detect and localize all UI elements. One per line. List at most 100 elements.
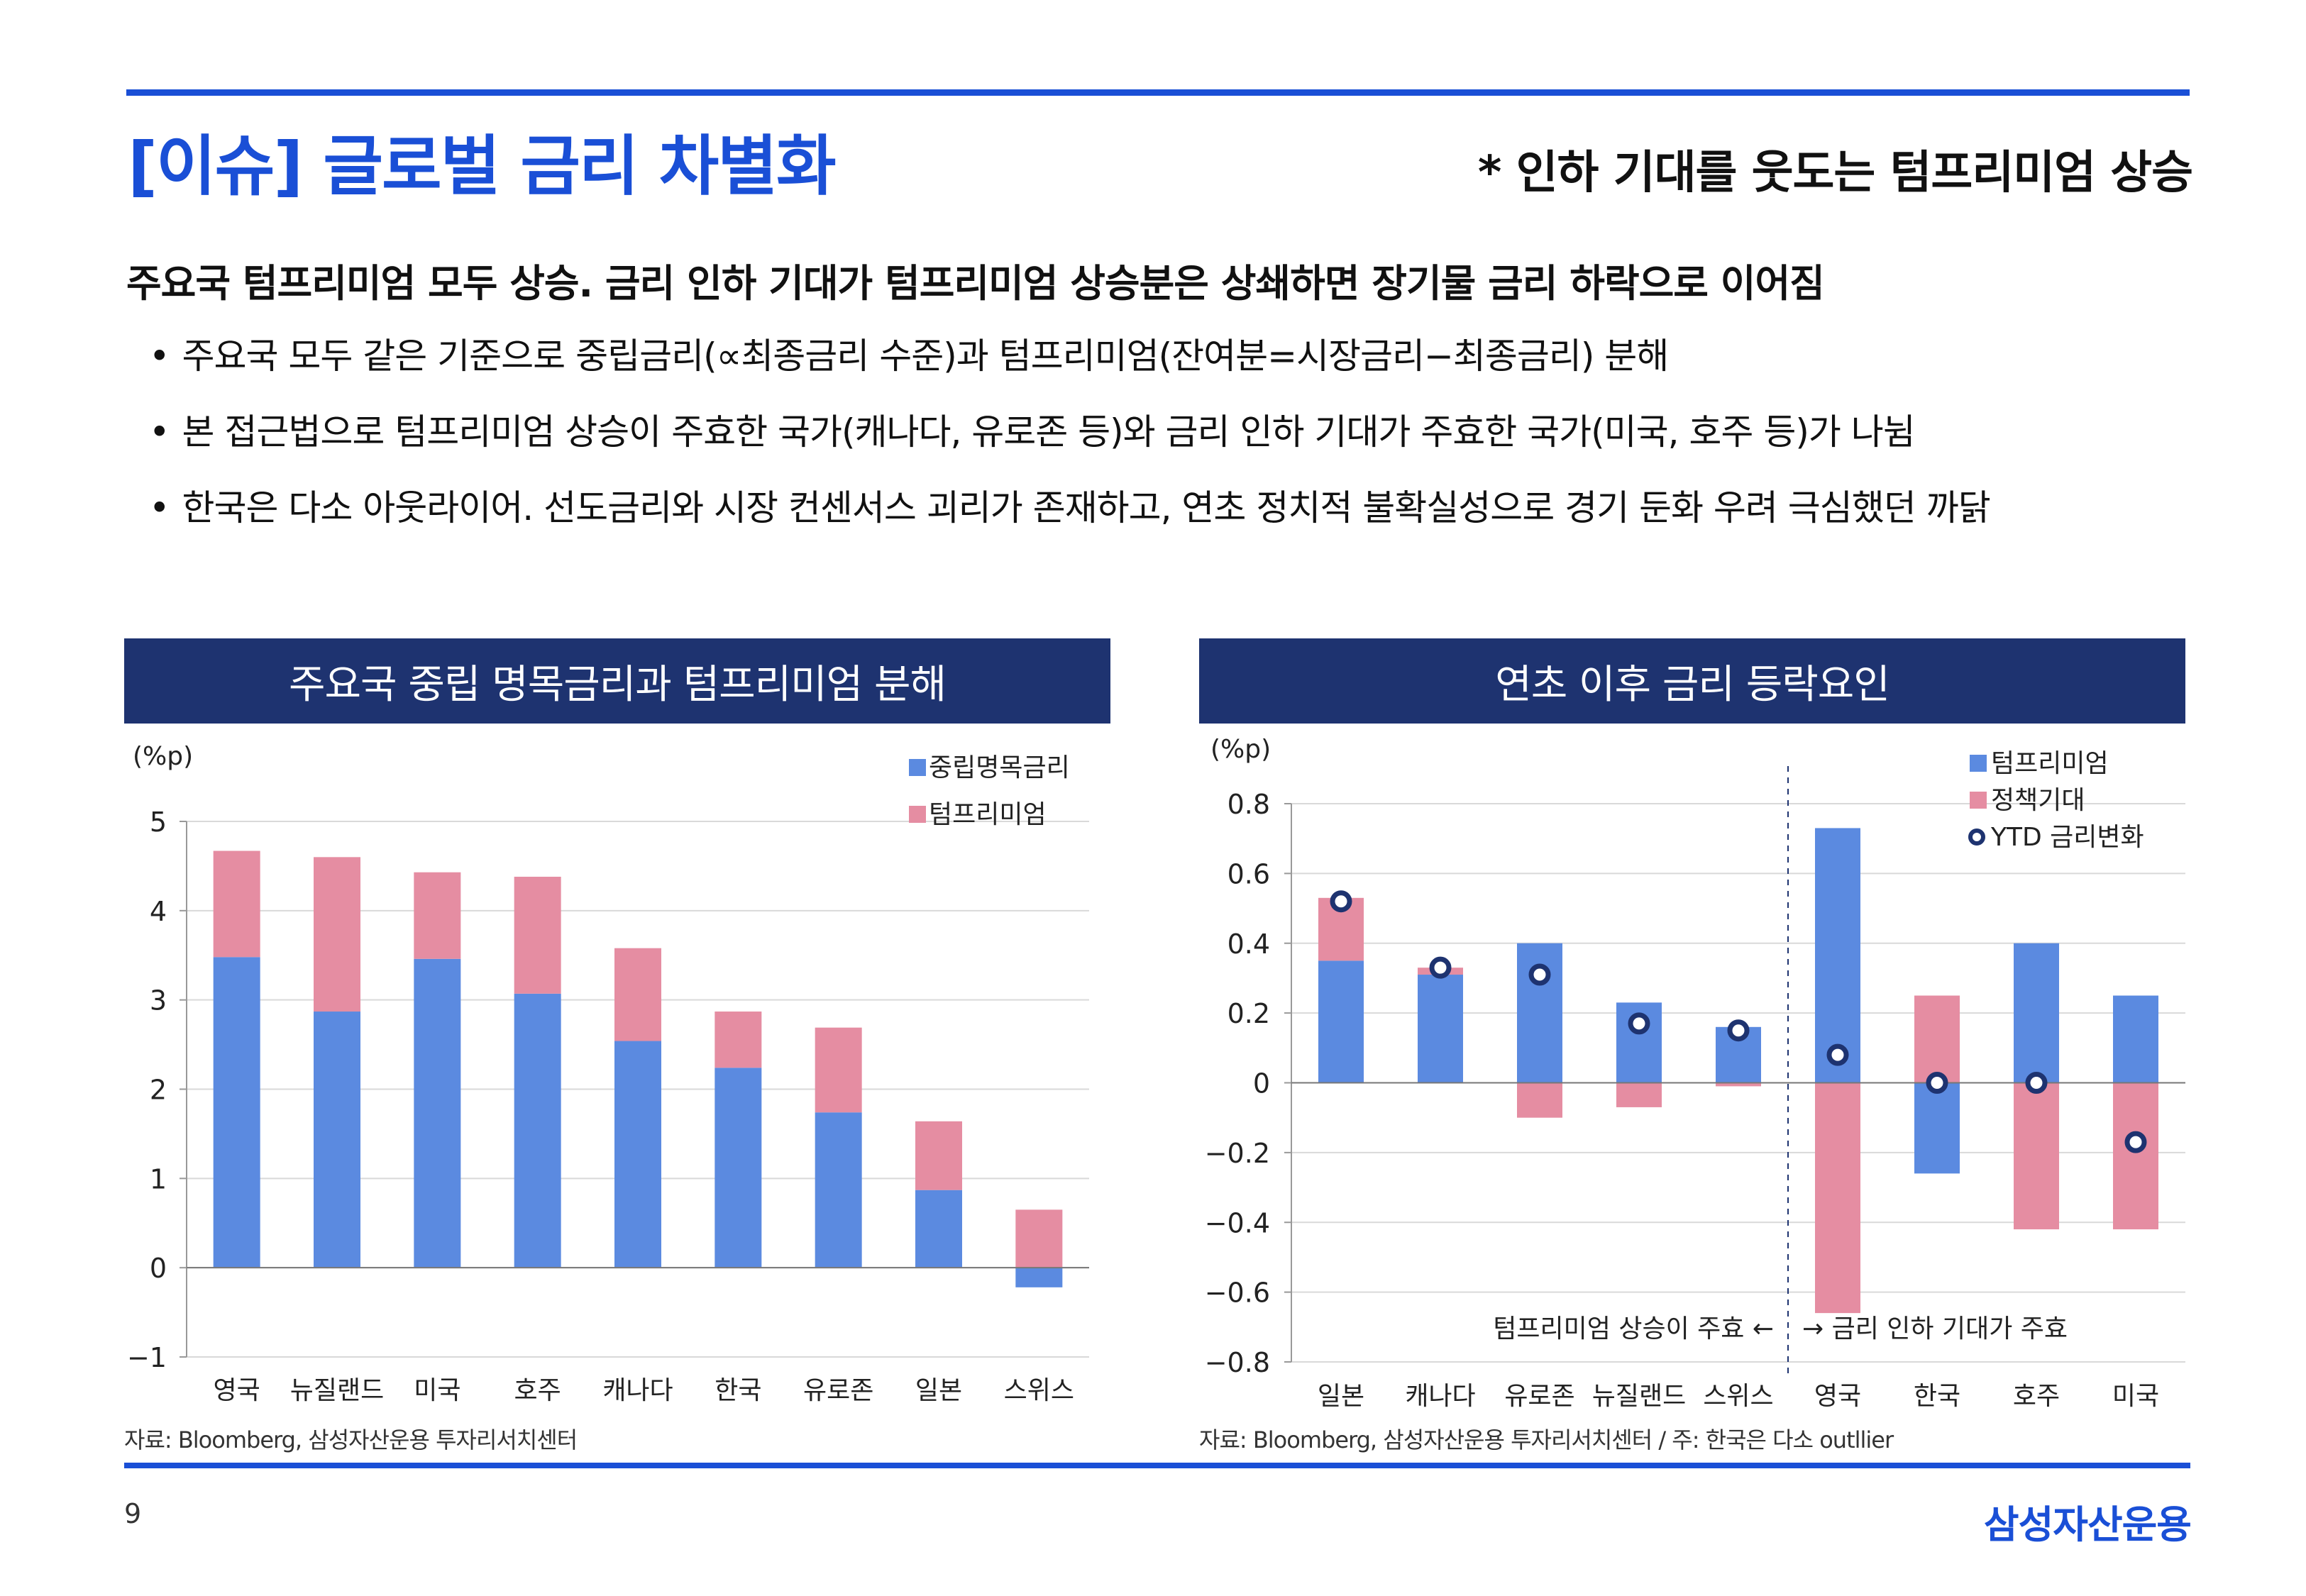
chart1-category-label: 캐나다 <box>602 1376 673 1405</box>
chart1-legend-label: 텀프리미엄 <box>929 800 1047 829</box>
chart1-ytick-label: 1 <box>150 1163 167 1195</box>
chart1-bar-b <box>614 948 661 1041</box>
chart1-legend-swatch <box>909 806 926 823</box>
chart2-ytd-point <box>1826 1043 1849 1066</box>
chart2-legend-label: 정책기대 <box>1991 786 2085 815</box>
chart2-bar-a <box>1914 1082 1960 1174</box>
chart1-bar-a <box>614 1041 661 1268</box>
chart2-ytick-label: 0 <box>1253 1068 1270 1099</box>
chart1-bar-a <box>514 993 561 1268</box>
chart1-category-label: 유로존 <box>803 1376 873 1405</box>
chart1-ylabel: (%p) <box>133 742 193 771</box>
chart2-ytd-point <box>1429 956 1452 979</box>
chart1-ytick-label: 5 <box>150 807 167 838</box>
chart1-category-label: 미국 <box>414 1376 460 1405</box>
chart2-bar-b <box>2113 1082 2158 1230</box>
bullet-item: 한국은 다소 아웃라이어. 선도금리와 시장 컨센서스 괴리가 존재하고, 연초… <box>149 480 1991 555</box>
chart1-category-label: 호주 <box>514 1376 561 1405</box>
chart2-category-label: 뉴질랜드 <box>1592 1382 1686 1411</box>
chart1-bar-b <box>915 1121 962 1190</box>
chart2-ytick-label: −0.4 <box>1205 1207 1270 1238</box>
chart1-category-label: 한국 <box>715 1376 761 1405</box>
chart2-ytd-point <box>1330 890 1352 913</box>
chart1-bar-a <box>815 1112 862 1268</box>
chart2-annotation-left: 텀프리미엄 상승이 주효 ← <box>1493 1314 1774 1343</box>
chart1-ytick-label: 3 <box>150 985 167 1016</box>
chart2-bar-a <box>2014 943 2059 1083</box>
chart2-ytick-label: 0.8 <box>1228 789 1270 820</box>
chart2-category-label: 캐나다 <box>1405 1382 1475 1411</box>
chart2-bar-b <box>1716 1082 1761 1087</box>
chart2-ytick-label: 0.6 <box>1228 858 1270 890</box>
chart2-bar-b <box>1815 1082 1860 1314</box>
chart2-ytd-point <box>2124 1131 2147 1153</box>
brand-logo-text: 삼성자산운용 <box>1983 1502 2192 1547</box>
chart1-legend-label: 중립명목금리 <box>929 753 1070 782</box>
chart1-ytick-label: 2 <box>150 1075 167 1106</box>
chart1-title: 주요국 중립 명목금리과 텀프리미엄 분해 <box>124 638 1110 724</box>
chart1-category-label: 뉴질랜드 <box>290 1376 384 1405</box>
bullet-item: 본 접근법으로 텀프리미엄 상승이 주효한 국가(캐나다, 유로존 등)와 금리… <box>149 404 1990 480</box>
chart2-annotation-right: → 금리 인하 기대가 주효 <box>1802 1314 2068 1343</box>
bullet-item: 주요국 모두 같은 기준으로 중립금리(∝최종금리 수준)과 텀프리미엄(잔여분… <box>149 328 1990 404</box>
chart1-bar-b <box>1015 1209 1063 1268</box>
chart2-category-label: 스위스 <box>1703 1382 1773 1411</box>
chart2-legend-swatch <box>1970 755 1987 772</box>
chart2-legend-label: YTD 금리변화 <box>1990 823 2144 852</box>
chart2-ytd-point <box>1528 963 1551 986</box>
headline: 주요국 텀프리미엄 모두 상승. 금리 인하 기대가 텀프리미엄 상승분은 상쇄… <box>126 261 1825 306</box>
chart1-bar-b <box>514 877 561 994</box>
chart1-bar-b <box>213 850 260 958</box>
chart1-bar-b <box>815 1027 862 1113</box>
chart2-bar-b <box>1914 995 1960 1083</box>
chart1-bar-a <box>213 957 260 1268</box>
chart1-ytick-label: 4 <box>150 896 167 927</box>
page-title: [이슈] 글로벌 금리 차별화 <box>128 128 837 204</box>
chart1-ytick-label: −1 <box>127 1342 167 1373</box>
chart2-bar-a <box>1418 975 1463 1083</box>
chart1-bar-a <box>1015 1268 1063 1287</box>
page-number: 9 <box>124 1498 142 1529</box>
chart2-legend-swatch <box>1970 792 1987 809</box>
chart2-ytick-label: −0.6 <box>1205 1278 1270 1309</box>
chart2-title: 연초 이후 금리 등락요인 <box>1199 638 2185 724</box>
chart2-legend-marker <box>1968 829 1985 846</box>
chart2-legend-label: 텀프리미엄 <box>1991 749 2109 778</box>
chart2-bar-a <box>1318 960 1364 1083</box>
chart1-bar-a <box>915 1190 962 1268</box>
chart2-ytd-point <box>1727 1019 1750 1042</box>
chart1-category-label: 영국 <box>214 1376 260 1405</box>
chart2-category-label: 일본 <box>1318 1382 1364 1411</box>
chart2-ylabel: (%p) <box>1210 735 1271 764</box>
chart2-source: 자료: Bloomberg, 삼성자산운용 투자리서치센터 / 주: 한국은 다… <box>1199 1426 1894 1453</box>
chart1-bar-a <box>414 958 461 1268</box>
chart1-legend-swatch <box>909 759 926 776</box>
bullet-list: 주요국 모두 같은 기준으로 중립금리(∝최종금리 수준)과 텀프리미엄(잔여분… <box>149 328 1991 555</box>
chart1-bar-b <box>715 1012 762 1068</box>
chart1-ytick-label: 0 <box>150 1253 167 1284</box>
chart-neutral-rate-decomposition: (%p) −1 0 1 2 3 4 5 영국 뉴질랜드 미국 호주 캐나다 한국 유로존 일본 스위스 중립명목금… <box>127 742 1089 1405</box>
chart2-ytick-label: −0.2 <box>1205 1138 1270 1169</box>
chart1-bar-a <box>715 1068 762 1268</box>
chart2-ytd-point <box>2025 1072 2048 1094</box>
chart2-category-label: 한국 <box>1914 1382 1960 1411</box>
chart2-category-label: 호주 <box>2013 1382 2060 1411</box>
chart1-bar-b <box>414 872 461 959</box>
chart2-bar-b <box>1517 1082 1562 1118</box>
chart1-bar-a <box>314 1012 360 1268</box>
chart2-bar-b <box>2014 1082 2059 1230</box>
chart2-bar-b <box>1616 1082 1662 1107</box>
chart1-source: 자료: Bloomberg, 삼성자산운용 투자리서치센터 <box>124 1426 578 1453</box>
chart2-ytick-label: −0.8 <box>1205 1347 1270 1378</box>
chart2-ytick-label: 0.2 <box>1228 998 1270 1029</box>
chart2-bar-a <box>1815 828 1860 1083</box>
chart2-ytd-point <box>1628 1012 1650 1035</box>
bottom-rule <box>124 1463 2190 1468</box>
chart2-ytd-point <box>1926 1072 1948 1094</box>
chart2-category-label: 영국 <box>1814 1382 1861 1411</box>
page-title-note: * 인하 기대를 웃도는 텀프리미엄 상승 <box>1477 147 2193 199</box>
chart1-bar-b <box>314 857 360 1012</box>
top-rule <box>126 89 2190 96</box>
chart2-category-label: 미국 <box>2112 1382 2159 1411</box>
chart2-bar-a <box>2113 995 2158 1083</box>
